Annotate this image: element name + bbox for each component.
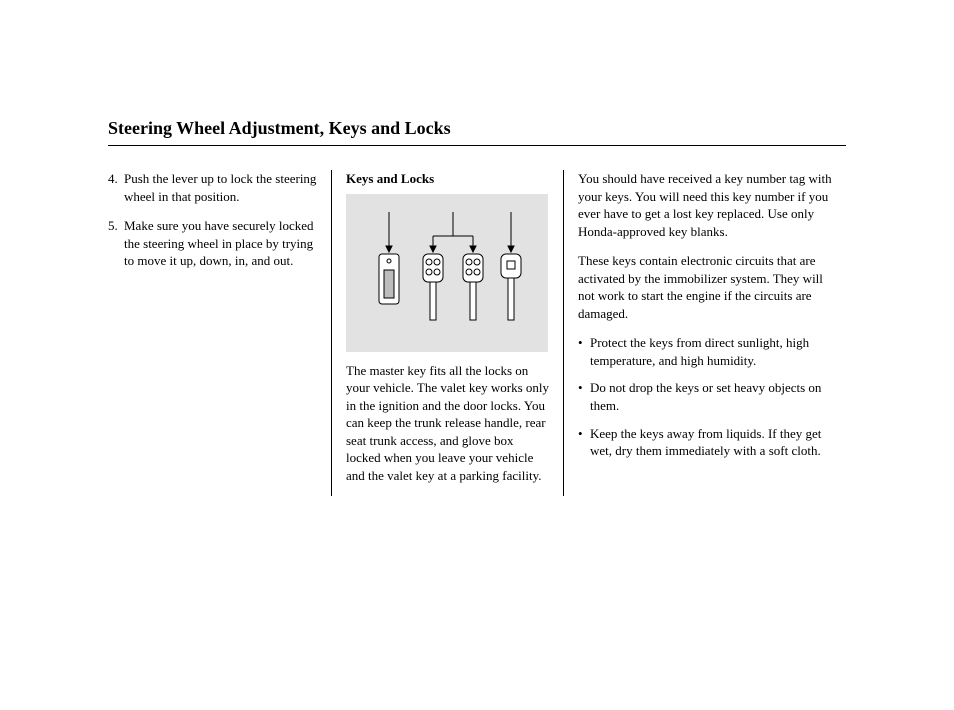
- list-item: • Do not drop the keys or set heavy obje…: [578, 379, 832, 414]
- list-text: Keep the keys away from liquids. If they…: [590, 425, 832, 460]
- column-1: 4. Push the lever up to lock the steerin…: [108, 170, 332, 496]
- bullet-icon: •: [578, 379, 590, 414]
- list-number: 5.: [108, 217, 124, 270]
- list-text: Push the lever up to lock the steering w…: [124, 170, 319, 205]
- column-3: You should have received a key number ta…: [564, 170, 846, 496]
- list-number: 4.: [108, 170, 124, 205]
- columns: 4. Push the lever up to lock the steerin…: [108, 170, 846, 496]
- bullet-list: • Protect the keys from direct sunlight,…: [578, 334, 832, 459]
- paragraph: These keys contain electronic circuits t…: [578, 252, 832, 322]
- page-title: Steering Wheel Adjustment, Keys and Lock…: [108, 118, 846, 146]
- list-item: • Protect the keys from direct sunlight,…: [578, 334, 832, 369]
- paragraph: You should have received a key number ta…: [578, 170, 832, 240]
- list-item: • Keep the keys away from liquids. If th…: [578, 425, 832, 460]
- list-text: Do not drop the keys or set heavy object…: [590, 379, 832, 414]
- column-2: Keys and Locks: [332, 170, 564, 496]
- list-text: Protect the keys from direct sunlight, h…: [590, 334, 832, 369]
- page: Steering Wheel Adjustment, Keys and Lock…: [108, 118, 846, 496]
- list-text: Make sure you have securely locked the s…: [124, 217, 319, 270]
- keys-illustration-svg: [357, 206, 537, 336]
- bullet-icon: •: [578, 425, 590, 460]
- list-item: 5. Make sure you have securely locked th…: [108, 217, 319, 270]
- bullet-icon: •: [578, 334, 590, 369]
- list-item: 4. Push the lever up to lock the steerin…: [108, 170, 319, 205]
- keys-figure: [346, 194, 548, 352]
- paragraph: The master key fits all the locks on you…: [346, 362, 549, 485]
- section-heading: Keys and Locks: [346, 170, 549, 188]
